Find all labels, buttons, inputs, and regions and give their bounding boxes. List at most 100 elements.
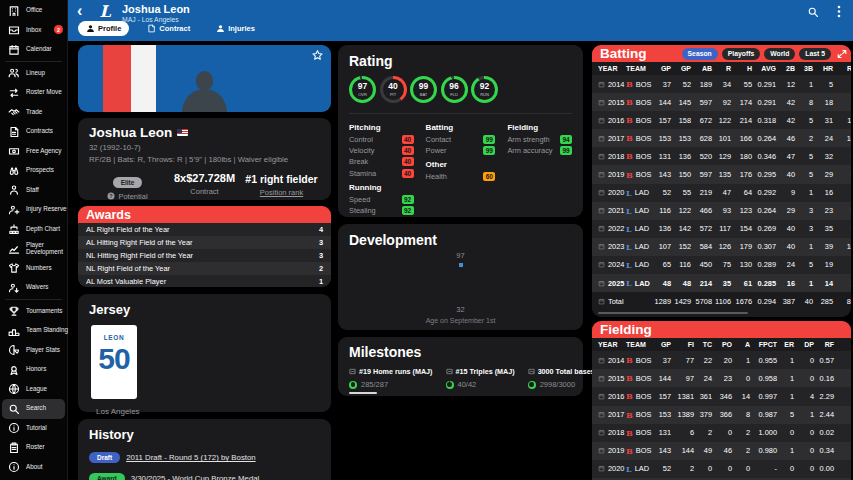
search-icon[interactable] <box>807 6 819 18</box>
column-header[interactable]: TC <box>697 341 715 348</box>
column-header[interactable]: YEAR <box>592 65 626 72</box>
question-icon[interactable]: ? <box>107 192 115 200</box>
sidebar-item-numbers[interactable]: Numbers <box>2 259 65 279</box>
sidebar-item-depth-chart[interactable]: Depth Chart <box>2 220 65 240</box>
sidebar-item-contracts[interactable]: Contracts <box>2 122 65 142</box>
column-header[interactable]: AB <box>694 65 715 72</box>
batting-row[interactable]: 2019BBOS1431505971351760.2954052985 <box>592 165 851 183</box>
calendar-icon <box>8 44 20 56</box>
sidebar-item-label: Calendar <box>26 46 52 53</box>
tab-injuries[interactable]: Injuries <box>208 21 263 36</box>
batting-row[interactable]: 2014BBOS375218934550.291121518 <box>592 75 851 93</box>
sidebar-item-player-development[interactable]: Player Development <box>2 239 65 259</box>
column-header[interactable]: FPCT <box>753 341 780 348</box>
batting-row[interactable]: 2021LLAD116122466931230.2642932358 <box>592 202 851 220</box>
column-header[interactable]: YEAR <box>592 341 626 348</box>
history-link[interactable]: 3/30/2025 - World Cup Bronze Medal <box>131 474 260 480</box>
sidebar-item-about[interactable]: About <box>2 458 65 478</box>
sidebar-item-staff[interactable]: Staff <box>2 181 65 201</box>
tab-contract[interactable]: Contract <box>139 21 198 36</box>
team-standing-icon <box>8 325 20 337</box>
sidebar-item-roster-move[interactable]: Roster Move <box>2 83 65 103</box>
award-row[interactable]: NL Right Field of the Year2 <box>78 262 331 275</box>
award-row[interactable]: AL Most Valuable Player1 <box>78 275 331 288</box>
fielding-row[interactable]: 2015BBOS14497242300.958100.16 <box>592 369 851 387</box>
column-header[interactable]: HR <box>816 65 836 72</box>
back-button[interactable]: ‹ <box>77 2 82 20</box>
column-header[interactable]: DP <box>797 341 817 348</box>
team-code: BOS <box>636 80 652 89</box>
column-header[interactable]: RF <box>817 341 837 348</box>
year: 2020 <box>608 464 624 473</box>
favorite-star-icon[interactable] <box>311 49 324 62</box>
column-header[interactable]: GP <box>674 65 694 72</box>
batting-tab-last-5[interactable]: Last 5 <box>799 48 831 60</box>
sidebar-item-trade[interactable]: Trade <box>2 103 65 123</box>
rating-row-contact: Contact99 <box>426 134 496 145</box>
batting-tab-playoffs[interactable]: Playoffs <box>722 48 760 60</box>
batting-tab-world[interactable]: World <box>764 48 795 60</box>
column-header[interactable]: FI <box>674 341 697 348</box>
column-header[interactable]: 3B <box>798 65 816 72</box>
column-header[interactable]: PO <box>715 341 735 348</box>
tab-profile[interactable]: Profile <box>78 21 129 36</box>
sidebar-item-injury-reserve[interactable]: Injury Reserve <box>2 200 65 220</box>
batting-row[interactable]: 2022LLAD1361425721171540.2694033582 <box>592 220 851 238</box>
sidebar-item-honors[interactable]: Honors <box>2 360 65 380</box>
award-row[interactable]: NL Hitting Right Field of the Year3 <box>78 249 331 262</box>
batting-row[interactable]: 2024LLAD65116450751300.2892451975 <box>592 256 851 274</box>
sidebar-item-team-standing[interactable]: Team Standing <box>2 321 65 341</box>
column-header[interactable]: RBI <box>836 65 851 72</box>
sidebar-item-prospects[interactable]: Prospects <box>2 161 65 181</box>
sidebar-item-office[interactable]: Office <box>2 1 65 21</box>
column-header[interactable]: GP <box>660 341 674 348</box>
column-header[interactable]: 2B <box>779 65 798 72</box>
sidebar-item-league[interactable]: League <box>2 380 65 400</box>
expand-icon[interactable] <box>837 49 847 59</box>
fielding-row[interactable]: 2016BBOS1571381361346140.997142.29 <box>592 387 851 405</box>
awards-header: Awards <box>78 206 331 223</box>
column-header[interactable]: TEAM <box>626 341 660 348</box>
sidebar-item-label: Numbers <box>26 265 52 272</box>
column-header[interactable]: R <box>715 65 734 72</box>
batting-row[interactable]: 2023LLAD1071525841261790.30740139103 <box>592 238 851 256</box>
history-link[interactable]: 2011 Draft - Round 5 (172) by Boston <box>126 453 255 462</box>
column-header[interactable]: ER <box>780 341 797 348</box>
sidebar-item-free-agency[interactable]: Free Agency <box>2 142 65 162</box>
fielding-row[interactable]: 2017BBOS153138937936680.987512.44 <box>592 406 851 424</box>
award-name: AL Most Valuable Player <box>86 277 166 286</box>
column-header[interactable]: AVG <box>755 65 779 72</box>
sidebar-item-calendar[interactable]: Calendar <box>2 40 65 60</box>
sidebar-item-label: Depth Chart <box>26 226 60 233</box>
rating-row-speed: Speed92 <box>349 194 414 205</box>
horizontal-scrollbar[interactable] <box>598 312 748 314</box>
column-header[interactable]: A <box>735 341 753 348</box>
batting-row[interactable]: 2016BBOS1571586721222140.31842531113 <box>592 111 851 129</box>
award-row[interactable]: AL Right Field of the Year4 <box>78 223 331 236</box>
batting-row[interactable]: 2025LLAD484821435610.2851611429 <box>592 274 851 292</box>
column-header[interactable]: TEAM <box>626 65 660 72</box>
batting-row[interactable]: 2018BBOS1311365201291800.3464753280 <box>592 147 851 165</box>
fielding-row[interactable]: 2014BBOS3777222010.955100.57 <box>592 351 851 369</box>
menu-dots-icon[interactable] <box>837 5 841 18</box>
sidebar-item-tutorial[interactable]: Tutorial <box>2 419 65 439</box>
sidebar-item-waivers[interactable]: Waivers <box>2 278 65 298</box>
batting-row[interactable]: 2020LLAD525521947640.292911638 <box>592 184 851 202</box>
position-rank-link[interactable]: Position rank <box>260 188 303 197</box>
column-header[interactable]: GP <box>660 65 674 72</box>
sidebar-item-player-stats[interactable]: Player Stats <box>2 341 65 361</box>
sidebar-item-tournaments[interactable]: Tournaments <box>2 302 65 322</box>
batting-row[interactable]: 2015BBOS144145597921740.2914281877 <box>592 93 851 111</box>
sidebar-item-search[interactable]: Search <box>2 399 65 419</box>
fielding-row[interactable]: 2018BBOS13162021.000000.02 <box>592 424 851 442</box>
sidebar-item-inbox[interactable]: Inbox2 <box>2 21 65 41</box>
award-row[interactable]: AL Hitting Right Field of the Year3 <box>78 236 331 249</box>
batting-row[interactable]: 2017BBOS1531536281011660.26446224102 <box>592 129 851 147</box>
column-header[interactable]: H <box>734 65 755 72</box>
rating-value: 94 <box>560 135 572 144</box>
fielding-row[interactable]: 2020LLAD522000-000.00 <box>592 460 851 478</box>
sidebar-item-lineup[interactable]: Lineup <box>2 64 65 84</box>
batting-tab-season[interactable]: Season <box>682 48 718 60</box>
fielding-row[interactable]: 2019BBOS143144494620.980100.34 <box>592 442 851 460</box>
sidebar-item-roster[interactable]: Roster <box>2 438 65 458</box>
